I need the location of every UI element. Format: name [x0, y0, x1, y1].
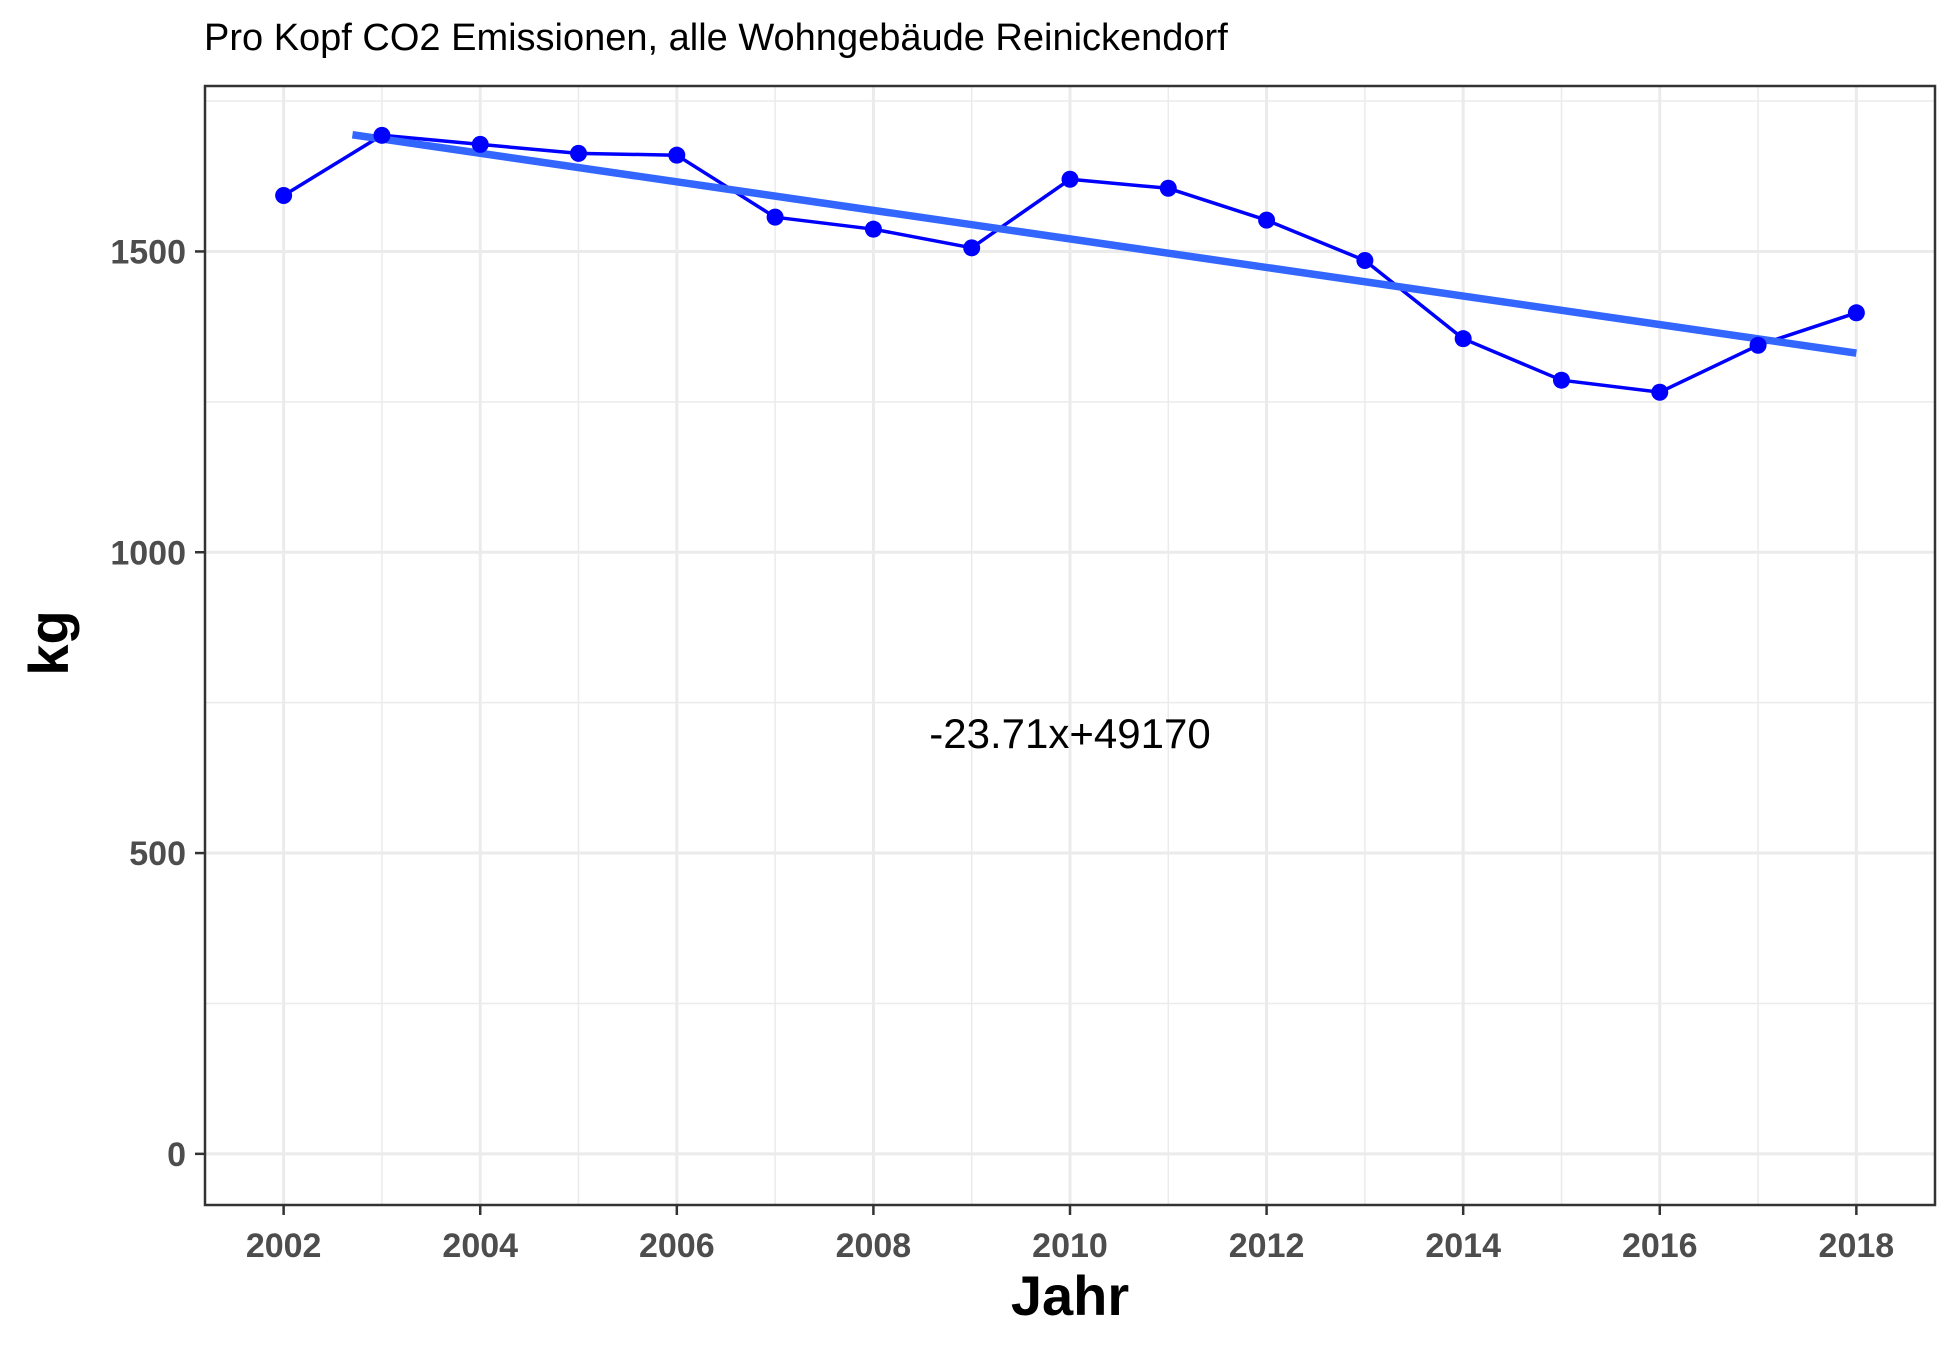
chart-title: Pro Kopf CO2 Emissionen, alle Wohngebäud… — [204, 17, 1228, 59]
data-point — [471, 135, 489, 153]
x-tick-label: 2016 — [1622, 1227, 1698, 1265]
axes: 2002 2004 2006 2008 2010 2012 2014 2016 2018 0 500… — [110, 84, 1937, 1265]
data-point — [1159, 179, 1177, 197]
x-tick-label: 2018 — [1819, 1227, 1895, 1265]
data-point — [275, 186, 293, 204]
x-tick-label: 2002 — [246, 1227, 322, 1265]
points — [275, 126, 1865, 401]
data-point — [1651, 383, 1669, 401]
x-tick-label: 2004 — [442, 1227, 518, 1265]
data-point — [766, 208, 784, 226]
data-point — [1061, 170, 1079, 188]
data-point — [963, 239, 981, 257]
data-point — [1454, 330, 1472, 348]
trend — [351, 131, 1857, 357]
x-tick-label: 2010 — [1032, 1227, 1108, 1265]
x-tick-label: 2006 — [639, 1227, 715, 1265]
y-tick-label: 0 — [167, 1136, 186, 1174]
data-point — [1258, 211, 1276, 229]
data-point — [668, 146, 686, 164]
trend-line — [351, 131, 1857, 357]
y-tick-label: 1500 — [110, 233, 186, 271]
data-point — [373, 126, 391, 144]
grid — [205, 86, 1935, 1205]
y-axis-title: kg — [17, 610, 80, 675]
data-point — [1552, 371, 1570, 389]
data-point — [570, 144, 588, 162]
trend-equation: -23.71x+49170 — [929, 710, 1210, 757]
data-point — [864, 220, 882, 238]
data-point — [1847, 304, 1865, 322]
x-tick-label: 2012 — [1229, 1227, 1305, 1265]
x-tick-label: 2008 — [836, 1227, 912, 1265]
panel-border — [203, 84, 1937, 1207]
x-tick-label: 2014 — [1425, 1227, 1501, 1265]
y-tick-label: 500 — [129, 835, 186, 873]
data-point — [1749, 336, 1767, 354]
x-axis-title: Jahr — [1011, 1264, 1129, 1327]
data-point — [1356, 251, 1374, 269]
y-tick-label: 1000 — [110, 534, 186, 572]
